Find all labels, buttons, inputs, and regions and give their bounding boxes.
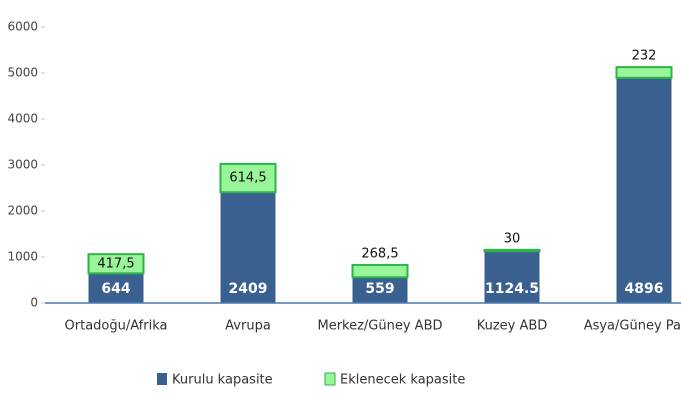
value-label: 614,5 [229, 171, 266, 186]
value-label: 4896 [625, 281, 664, 297]
legend-label: Kurulu kapasite [172, 373, 273, 388]
value-label: 644 [101, 281, 130, 297]
bar-segment [483, 248, 541, 253]
bar-segment [352, 277, 408, 303]
bar-segment [88, 273, 144, 303]
legend-swatch [324, 372, 336, 386]
value-label: 1124.5 [485, 281, 539, 297]
bar-segment [220, 192, 276, 303]
legend-label: Eklenecek kapasite [340, 373, 465, 388]
bar-segment [616, 77, 672, 303]
y-tick-label: 5000 [7, 66, 38, 80]
value-label: 559 [365, 281, 394, 297]
x-tick-label: Avrupa [225, 319, 271, 334]
bar-segment [351, 263, 409, 279]
x-tick-label: Ortadoğu/Afrika [65, 319, 168, 334]
y-tick-label: 3000 [7, 158, 38, 172]
bar-segment [484, 251, 540, 303]
x-tick-label: Asya/Güney Pa [584, 319, 681, 334]
value-label: 2409 [229, 281, 268, 297]
bar-segment [615, 66, 673, 79]
value-label: 268,5 [361, 246, 398, 261]
y-tick-label: 2000 [7, 204, 38, 218]
value-label: 232 [632, 49, 657, 64]
x-tick-label: Kuzey ABD [477, 319, 548, 334]
bar-segment [87, 253, 145, 275]
y-tick-label: 6000 [7, 20, 38, 34]
value-label: 30 [504, 231, 521, 246]
value-label: 417,5 [97, 256, 134, 271]
y-tick-label: 0 [30, 296, 38, 310]
x-tick-label: Merkez/Güney ABD [317, 319, 442, 334]
bar-segment [219, 162, 277, 194]
y-tick-label: 1000 [7, 250, 38, 264]
legend-swatch [157, 373, 167, 385]
y-tick-label: 4000 [7, 112, 38, 126]
